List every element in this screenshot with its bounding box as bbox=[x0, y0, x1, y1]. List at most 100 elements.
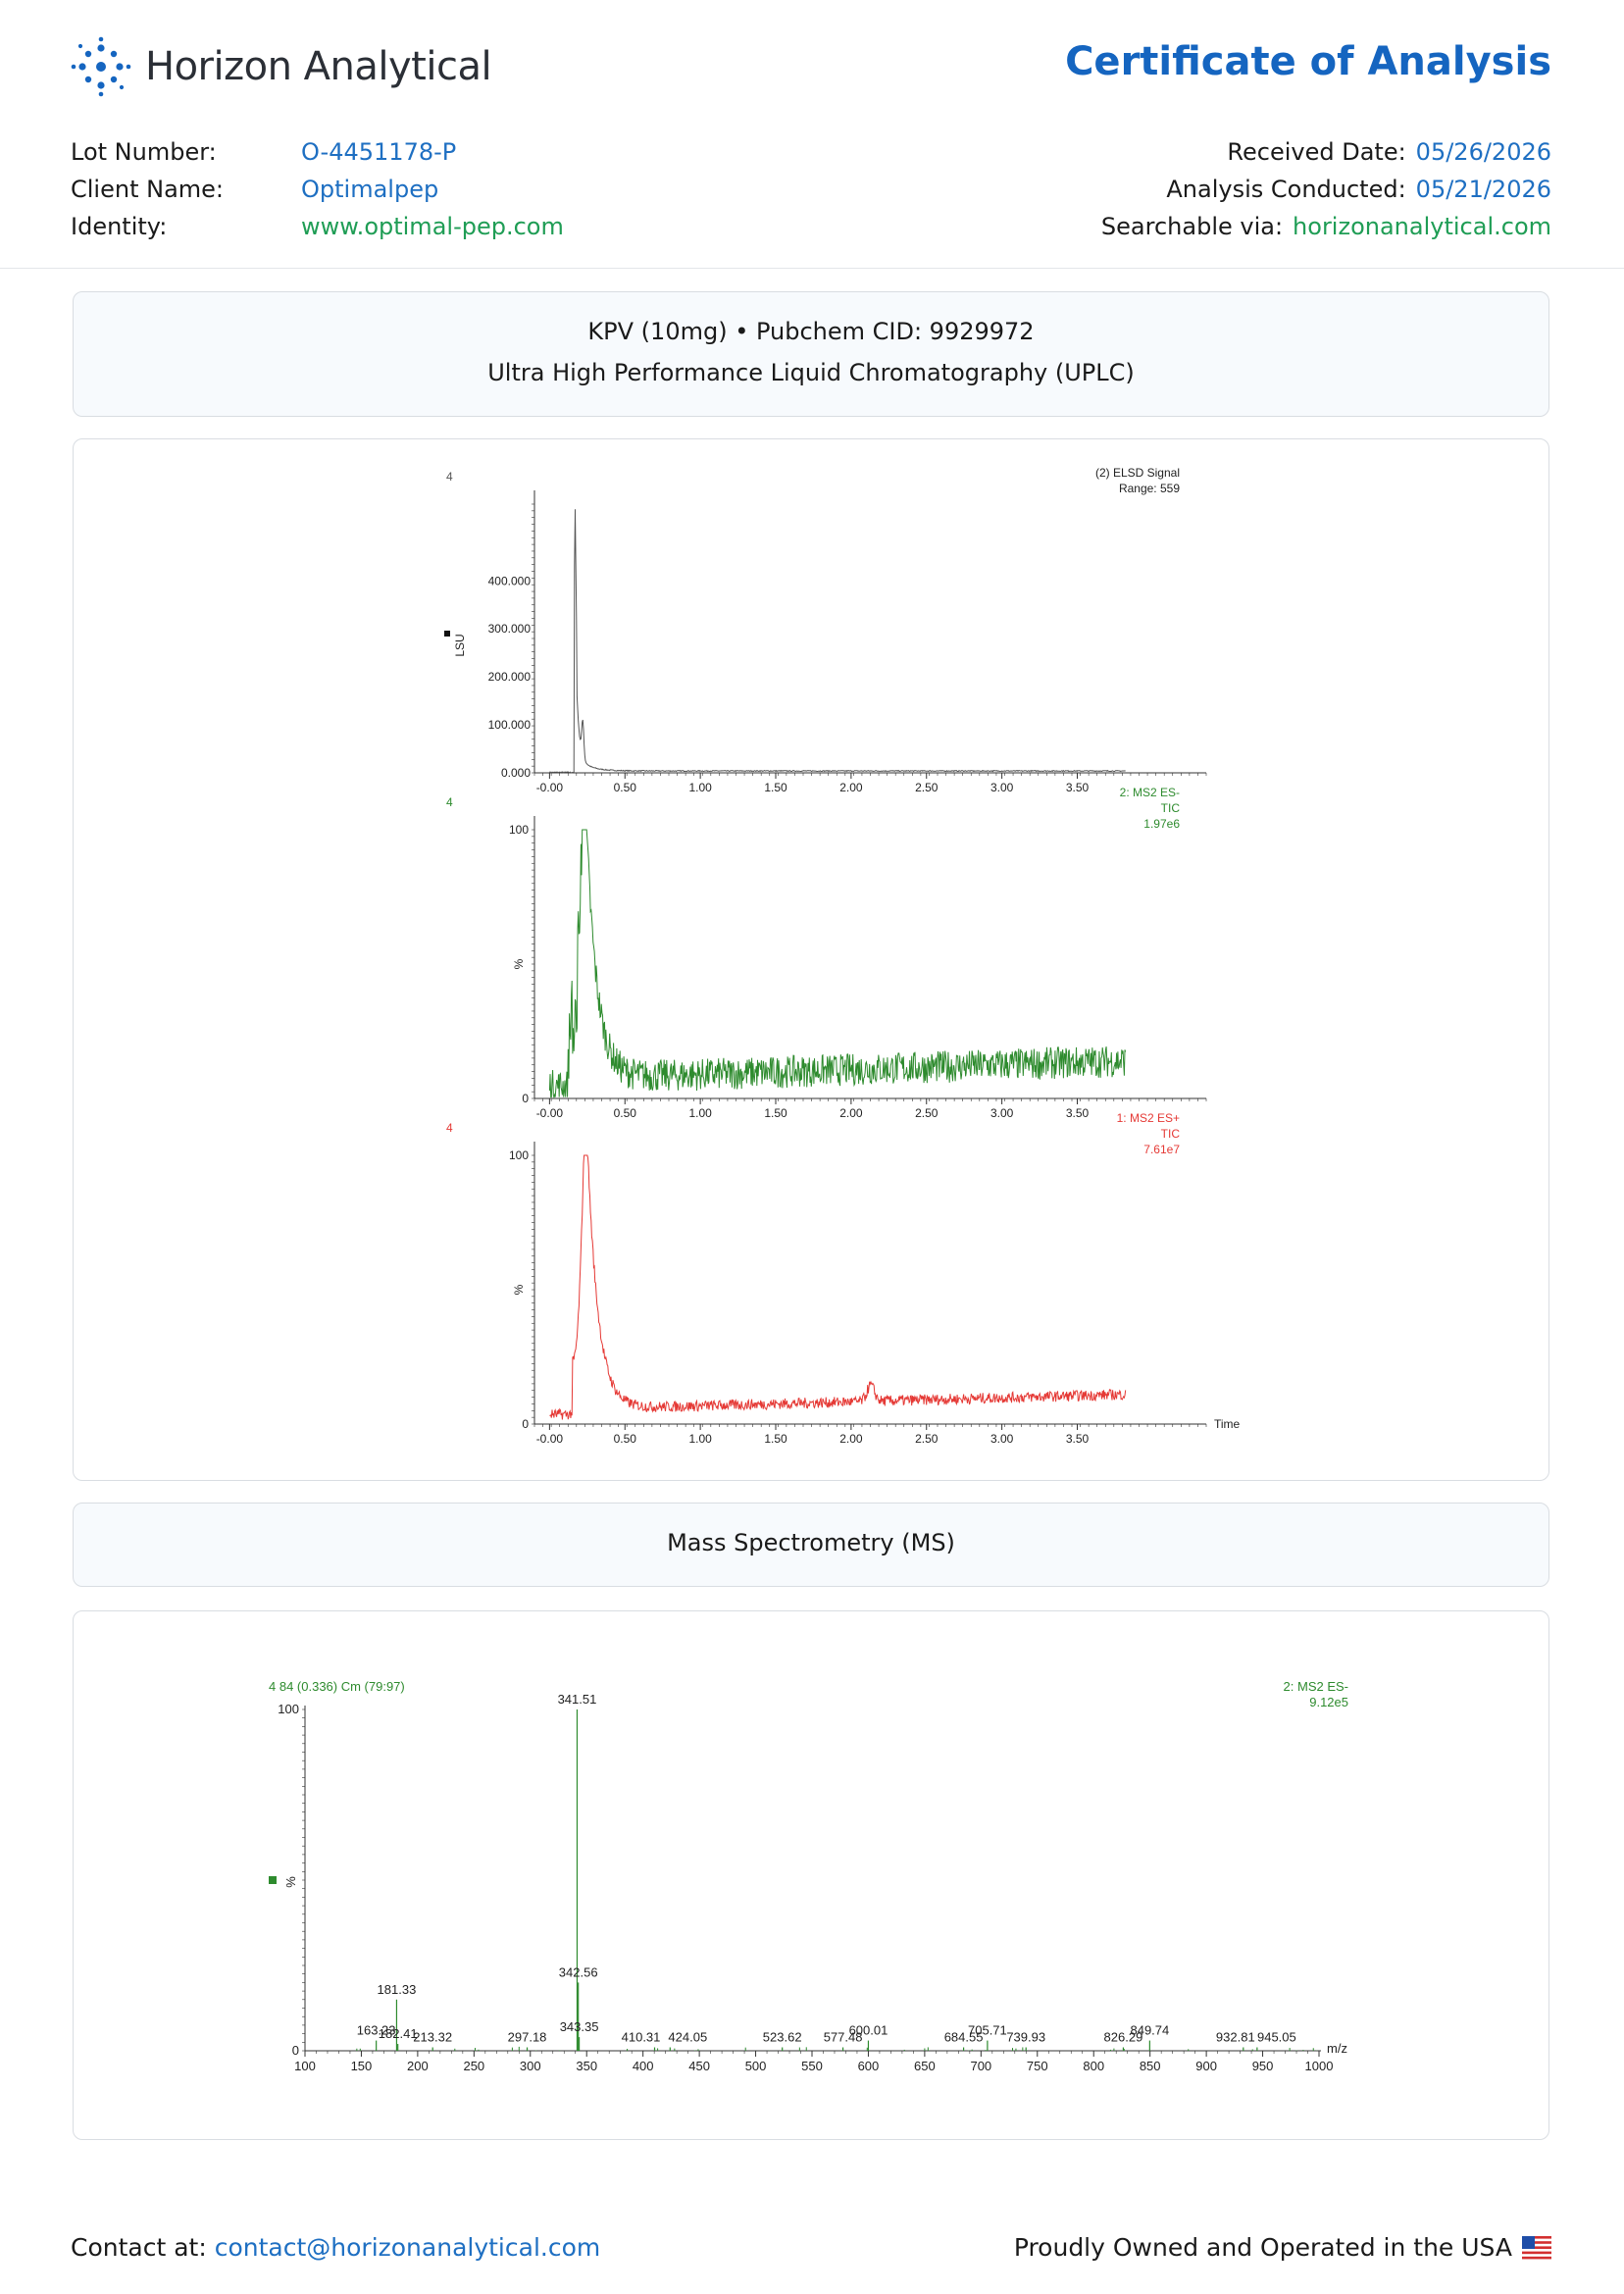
ms-title-panel: Mass Spectrometry (MS) bbox=[73, 1503, 1549, 1587]
meta-left: Lot Number: O-4451178-P Client Name: Optim… bbox=[71, 133, 564, 245]
panel-label: 4 bbox=[446, 795, 453, 809]
x-tick-label: 200 bbox=[407, 2059, 429, 2073]
molecule-logo-icon bbox=[71, 36, 131, 97]
x-tick-label: 850 bbox=[1140, 2059, 1161, 2073]
x-tick-label: 900 bbox=[1195, 2059, 1217, 2073]
y-tick-label: 300.000 bbox=[488, 622, 532, 636]
y-axis-label: % bbox=[512, 1284, 526, 1295]
brand-logo[interactable]: Horizon Analytical bbox=[71, 35, 492, 98]
peak-label: 410.31 bbox=[622, 2030, 661, 2045]
x-tick-label: 450 bbox=[688, 2059, 710, 2073]
meta-row-received: Received Date: 05/26/2026 bbox=[1101, 133, 1551, 171]
peak-label: 424.05 bbox=[668, 2030, 707, 2045]
peak-label: 341.51 bbox=[558, 1692, 597, 1707]
peak-label: 600.01 bbox=[849, 2023, 888, 2038]
legend-entry: 1.97e6 bbox=[1143, 817, 1180, 831]
x-tick-label: 750 bbox=[1027, 2059, 1048, 2073]
x-tick-label: 2.00 bbox=[839, 1106, 863, 1120]
y-tick-label: 0 bbox=[522, 1092, 529, 1105]
x-tick-label: 3.00 bbox=[990, 1106, 1014, 1120]
uplc-title-panel: KPV (10mg) • Pubchem CID: 9929972 Ultra … bbox=[73, 291, 1549, 417]
peak-label: 826.29 bbox=[1104, 2030, 1143, 2045]
x-tick-label: 3.50 bbox=[1066, 1106, 1090, 1120]
x-tick-label: 400 bbox=[633, 2059, 654, 2073]
meta-row-lot: Lot Number: O-4451178-P bbox=[71, 133, 564, 171]
peak-label: 163.23 bbox=[357, 2023, 396, 2038]
footer-contact: Contact at: contact@horizonanalytical.co… bbox=[71, 2233, 600, 2262]
legend-entry: Range: 559 bbox=[1119, 482, 1180, 495]
y-tick-label: 0 bbox=[292, 2043, 299, 2058]
x-tick-label: 1000 bbox=[1305, 2059, 1334, 2073]
peak-label: 213.32 bbox=[413, 2030, 452, 2045]
x-tick-label: 500 bbox=[745, 2059, 767, 2073]
meta-key: Identity: bbox=[71, 213, 168, 240]
peak-label: 932.81 bbox=[1216, 2030, 1255, 2045]
lot-number: O-4451178-P bbox=[301, 138, 457, 166]
panel-label: 4 bbox=[446, 1121, 453, 1135]
meta-row-client: Client Name: Optimalpep bbox=[71, 171, 564, 208]
panel-label: 4 bbox=[446, 470, 453, 484]
x-axis-label: m/z bbox=[1327, 2041, 1347, 2056]
x-tick-label: -0.00 bbox=[536, 781, 564, 794]
document-title: Certificate of Analysis bbox=[1065, 39, 1551, 84]
y-tick-label: 0.000 bbox=[501, 766, 531, 780]
identity-link[interactable]: www.optimal-pep.com bbox=[301, 213, 564, 240]
contact-email-link[interactable]: contact@horizonanalytical.com bbox=[214, 2233, 601, 2262]
product-line: KPV (10mg) • Pubchem CID: 9929972 bbox=[587, 318, 1035, 345]
usa-flag-icon bbox=[1522, 2235, 1551, 2260]
x-tick-label: 0.50 bbox=[614, 781, 637, 794]
y-tick-label: 400.000 bbox=[488, 574, 532, 587]
y-tick-label: 100.000 bbox=[488, 718, 532, 732]
x-tick-label: 0.50 bbox=[614, 1106, 637, 1120]
legend-entry: 2: MS2 ES- bbox=[1284, 1679, 1348, 1694]
ms-chart-panel: 4 84 (0.336) Cm (79:97) 2: MS2 ES- 9.12e5 1… bbox=[73, 1610, 1549, 2140]
brand-name: Horizon Analytical bbox=[145, 44, 492, 89]
y-tick-label: 100 bbox=[509, 823, 529, 837]
x-tick-label: 2.50 bbox=[915, 781, 939, 794]
x-tick-label: 600 bbox=[858, 2059, 880, 2073]
x-tick-label: 1.50 bbox=[764, 1432, 787, 1446]
uplc-chromatogram: 4 -0.00 0.50 1.00 1.50 2.00 2.50 3.00 3.50 0.000 1… bbox=[444, 466, 1241, 1446]
meta-key: Client Name: bbox=[71, 176, 224, 203]
x-tick-label: 2.50 bbox=[915, 1106, 939, 1120]
legend-entry: 1: MS2 ES+ bbox=[1117, 1111, 1180, 1125]
x-tick-label: 1.00 bbox=[688, 1432, 712, 1446]
x-tick-label: 1.00 bbox=[688, 781, 712, 794]
y-tick-label: 100 bbox=[278, 1702, 299, 1716]
peak-label: 343.35 bbox=[560, 2019, 599, 2034]
y-tick-label: 200.000 bbox=[488, 670, 532, 684]
x-tick-label: 2.00 bbox=[839, 781, 863, 794]
legend-square-icon bbox=[269, 1876, 277, 1884]
x-tick-label: 1.50 bbox=[764, 781, 787, 794]
ms-header-label: 4 84 (0.336) Cm (79:97) bbox=[269, 1679, 405, 1694]
x-tick-label: 3.50 bbox=[1066, 781, 1090, 794]
received-date: 05/26/2026 bbox=[1415, 138, 1551, 166]
legend-entry: 2: MS2 ES- bbox=[1120, 786, 1180, 799]
chromatogram-trace bbox=[549, 1154, 1127, 1420]
searchable-link[interactable]: horizonanalytical.com bbox=[1293, 213, 1551, 240]
x-tick-label: -0.00 bbox=[536, 1106, 564, 1120]
meta-key: Lot Number: bbox=[71, 138, 217, 166]
peak-label: 342.56 bbox=[559, 1964, 598, 1979]
chromatogram-trace bbox=[548, 829, 1127, 1099]
x-tick-label: 1.50 bbox=[764, 1106, 787, 1120]
x-tick-label: 800 bbox=[1083, 2059, 1104, 2073]
client-name: Optimalpep bbox=[301, 176, 439, 203]
meta-right: Received Date: 05/26/2026 Analysis Conduc… bbox=[1101, 133, 1551, 245]
x-tick-label: 100 bbox=[294, 2059, 316, 2073]
x-axis-label: Time bbox=[1214, 1417, 1241, 1431]
header: Horizon Analytical Certificate of Analys… bbox=[0, 0, 1624, 269]
peak-label: 577.48 bbox=[824, 2030, 863, 2045]
contact-label: Contact at: bbox=[71, 2233, 207, 2262]
x-tick-label: 700 bbox=[970, 2059, 991, 2073]
x-tick-label: 250 bbox=[463, 2059, 484, 2073]
peak-label: 684.55 bbox=[944, 2030, 984, 2045]
analysis-date: 05/21/2026 bbox=[1415, 176, 1551, 203]
legend-square-icon bbox=[444, 631, 450, 637]
footer-tagline: Proudly Owned and Operated in the USA bbox=[1014, 2233, 1551, 2262]
meta-row-analysis: Analysis Conducted: 05/21/2026 bbox=[1101, 171, 1551, 208]
tagline-text: Proudly Owned and Operated in the USA bbox=[1013, 2233, 1512, 2262]
peak-label: 739.93 bbox=[1006, 2030, 1045, 2045]
legend-entry: TIC bbox=[1161, 801, 1181, 815]
peak-label: 181.33 bbox=[378, 1982, 417, 1997]
